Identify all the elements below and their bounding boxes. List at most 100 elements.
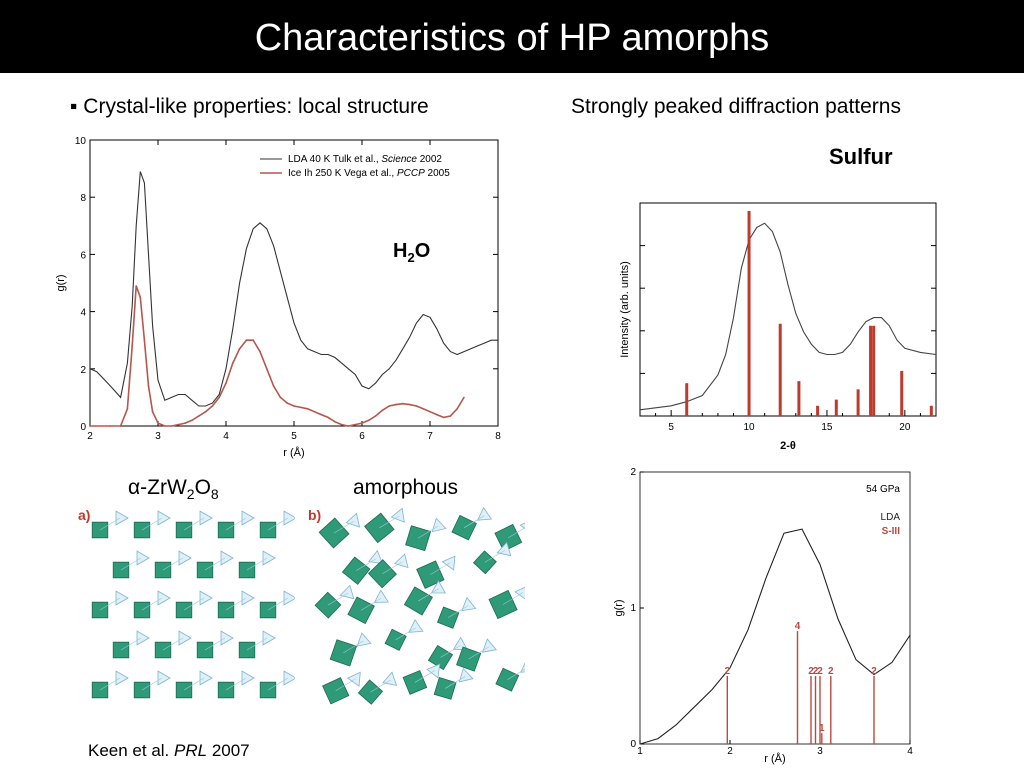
x-tick-label: 6 [359,431,365,442]
x-tick-label: 1 [637,746,643,757]
series-point [388,405,391,407]
bond-line [183,677,205,691]
w-tetrahedron [157,670,171,686]
bond-line [379,515,400,529]
bond-line [141,597,163,611]
series-point [286,402,289,405]
bond-line [343,640,364,654]
legend-lda: LDA [881,512,901,523]
bond-line [430,562,451,575]
diffraction-peak [834,399,838,416]
series-point [442,416,445,419]
w-tetrahedron [368,549,384,565]
series-point [238,347,241,350]
series-point [231,362,234,364]
bond-line [183,517,205,531]
coordination-label: 2 [871,666,877,677]
w-tetrahedron [178,630,192,646]
amorphous-polyhedra-image [314,506,525,705]
legend-text: LDA 40 K Tulk et al., [288,154,381,165]
series-point [109,425,112,427]
h2o-o: O [414,240,431,262]
slide-title: Characteristics of HP amorphs [254,17,770,59]
bond-line [162,637,184,651]
w-tetrahedron [408,619,424,633]
gr-curve [639,528,911,745]
title-bar: Characteristics of HP amorphs [0,0,1024,73]
diffraction-peak [816,405,820,416]
w-tetrahedron [356,632,372,647]
series-point [135,284,138,287]
y-axis-label: g(r) [613,599,625,616]
zr-octahedron [403,586,433,616]
x-tick-label: 20 [899,422,911,433]
bond-line [267,517,289,531]
w-tetrahedron [178,550,192,566]
bond-line [225,597,247,611]
citation: Keen et al. PRL 2007 [88,741,250,761]
w-tetrahedron [136,630,150,646]
h2o-sub: 2 [407,250,415,265]
bond-line [99,677,121,691]
y-tick-label: 0 [630,739,636,750]
w-tetrahedron [157,510,171,526]
bond-line [204,637,226,651]
y-tick-label: 1 [630,603,636,614]
legend-text: Ice Ih 250 K Vega et al., [288,168,397,179]
series-point [279,396,282,399]
w-tetrahedron [430,580,446,594]
bond-line [225,677,247,691]
series-point [327,416,329,419]
y-tick-label: 0 [80,422,86,433]
o-text: O [194,476,211,499]
series-line-2 [90,285,465,427]
bullet-local-structure: ▪ Crystal-like properties: local structu… [70,95,429,118]
series-point [395,403,397,406]
series-point [313,410,316,413]
series-point [191,419,193,422]
sulfur-label: Sulfur [829,144,893,169]
series-point [177,423,180,426]
series-point [139,296,142,299]
bond-line [468,646,489,660]
series-point [119,425,122,427]
w-tetrahedron [262,550,276,566]
bond-line [120,637,142,651]
bond-line [356,558,377,571]
legend-year: 2002 [417,154,442,165]
w-tetrahedron [157,590,171,606]
w-tetrahedron [426,663,441,679]
series-point [449,415,452,417]
y-tick-label: 6 [80,250,86,261]
w-tetrahedron [458,667,474,683]
series-point [272,385,275,387]
zr-octahedron [472,550,497,575]
citation-year: 2007 [207,741,250,760]
w-tetrahedron [136,550,150,566]
y-axis-label: g(r) [55,274,67,291]
series-point [157,422,159,425]
y-tick-label: 2 [630,467,636,478]
w-tetrahedron [452,636,468,651]
bond-line [267,677,289,691]
bond-line [141,677,163,691]
bond-line [361,598,382,611]
diffraction-peak [747,211,751,416]
series-point [147,385,150,387]
coordination-label: 2 [828,666,834,677]
w-tetrahedron [241,510,255,526]
series-point [408,403,411,406]
coordination-label: 2 [817,666,823,677]
legend-journal: PCCP [397,168,425,179]
series-point [354,423,357,426]
zr-octahedron [329,639,358,667]
bond-line [204,557,226,571]
series-point [218,396,221,399]
zr-octahedron [427,644,454,671]
series-point [299,406,302,409]
series-point [429,410,431,413]
bond-line [417,525,439,539]
sulfur-diffraction-chart: 5 10 15 20 2-θ Intensity (arb. units) [619,202,937,452]
series-point [293,405,295,407]
series-point [265,367,268,370]
